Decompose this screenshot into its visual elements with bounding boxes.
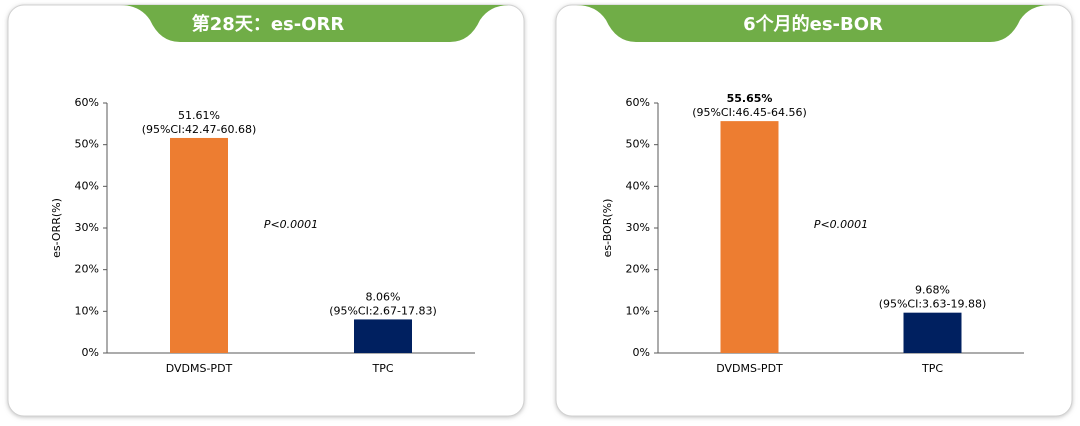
chart-title: 6个月的es-BOR: [743, 13, 883, 35]
x-tick-label: DVDMS-PDT: [716, 362, 783, 375]
y-axis-label: es-ORR(%): [50, 198, 63, 258]
y-tick-label: 40%: [626, 179, 650, 192]
bar: [720, 121, 779, 353]
y-tick-label: 30%: [75, 221, 99, 234]
ci-label: (95%CI:2.67-17.83): [329, 304, 437, 317]
y-tick-label: 0%: [82, 346, 99, 359]
value-label: 8.06%: [366, 290, 401, 303]
y-tick-label: 40%: [75, 179, 99, 192]
y-tick-label: 0%: [633, 346, 650, 359]
x-tick-label: TPC: [371, 362, 393, 375]
chart-title: 第28天：es-ORR: [192, 13, 345, 35]
bar: [170, 137, 228, 353]
annotation: P<0.0001: [814, 218, 868, 231]
bar: [903, 312, 962, 353]
x-tick-label: TPC: [921, 362, 943, 375]
y-tick-label: 20%: [626, 263, 650, 276]
x-tick-label: DVDMS-PDT: [166, 362, 233, 375]
y-tick-label: 60%: [626, 96, 650, 109]
ci-label: (95%CI:42.47-60.68): [142, 123, 257, 136]
y-tick-label: 20%: [75, 263, 99, 276]
y-tick-label: 60%: [75, 96, 99, 109]
y-tick-label: 10%: [626, 304, 650, 317]
y-tick-label: 50%: [626, 138, 650, 151]
value-label: 9.68%: [915, 284, 950, 297]
y-tick-label: 30%: [626, 221, 650, 234]
bar: [354, 319, 412, 353]
y-tick-label: 50%: [75, 138, 99, 151]
y-axis-label: es-BOR(%): [601, 199, 614, 258]
title-tab: [120, 5, 510, 42]
y-tick-label: 10%: [75, 304, 99, 317]
value-label: 55.65%: [727, 92, 773, 105]
annotation: P<0.0001: [264, 218, 318, 231]
ci-label: (95%CI:46.45-64.56): [692, 106, 807, 119]
ci-label: (95%CI:3.63-19.88): [879, 298, 987, 311]
value-label: 51.61%: [178, 109, 220, 122]
title-tab: [576, 5, 1050, 42]
